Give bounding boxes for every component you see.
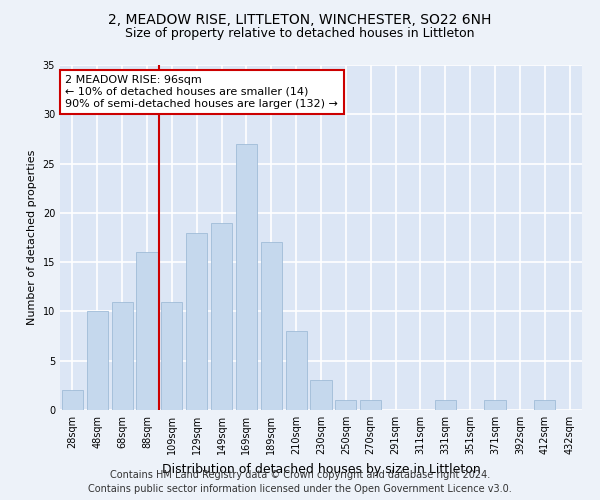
Bar [136,252,158,410]
Bar [211,222,232,410]
Bar [484,400,506,410]
Bar [435,400,456,410]
Bar [310,380,332,410]
Text: 2 MEADOW RISE: 96sqm
← 10% of detached houses are smaller (14)
90% of semi-detac: 2 MEADOW RISE: 96sqm ← 10% of detached h… [65,76,338,108]
Text: Size of property relative to detached houses in Littleton: Size of property relative to detached ho… [125,28,475,40]
Bar [236,144,257,410]
X-axis label: Distribution of detached houses by size in Littleton: Distribution of detached houses by size … [161,462,481,475]
Bar [112,302,133,410]
Bar [335,400,356,410]
Text: 2, MEADOW RISE, LITTLETON, WINCHESTER, SO22 6NH: 2, MEADOW RISE, LITTLETON, WINCHESTER, S… [109,12,491,26]
Text: Contains HM Land Registry data © Crown copyright and database right 2024.
Contai: Contains HM Land Registry data © Crown c… [88,470,512,494]
Bar [62,390,83,410]
Bar [360,400,381,410]
Bar [286,331,307,410]
Bar [87,312,108,410]
Y-axis label: Number of detached properties: Number of detached properties [27,150,37,325]
Bar [161,302,182,410]
Bar [261,242,282,410]
Bar [186,232,207,410]
Bar [534,400,555,410]
